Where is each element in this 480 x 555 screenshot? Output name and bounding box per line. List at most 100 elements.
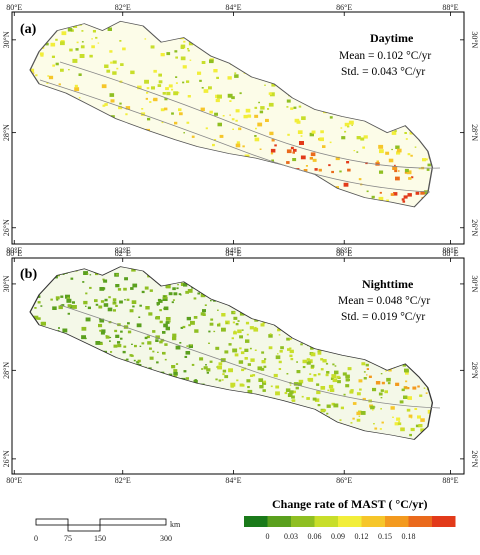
raster-cell (209, 110, 213, 114)
tick-label-left: 26°N (2, 219, 11, 236)
raster-cell (293, 106, 297, 109)
raster-cell (308, 377, 314, 382)
raster-cell (144, 38, 147, 40)
raster-cell (395, 382, 400, 386)
raster-cell (317, 350, 321, 353)
raster-cell (306, 361, 311, 365)
raster-cell (334, 370, 339, 375)
raster-cell (146, 92, 149, 94)
raster-cell (351, 124, 353, 126)
raster-cell (69, 305, 74, 309)
raster-cell (265, 118, 269, 122)
raster-cell (420, 191, 425, 195)
raster-cell (292, 158, 297, 162)
raster-cell (126, 298, 130, 301)
raster-cell (268, 102, 274, 107)
raster-cell (216, 76, 219, 79)
raster-cell (300, 135, 303, 137)
raster-cell (52, 306, 57, 310)
raster-cell (329, 116, 333, 119)
raster-cell (326, 404, 331, 408)
raster-cell (188, 41, 194, 46)
raster-cell (287, 133, 290, 136)
raster-cell (280, 346, 284, 350)
raster-cell (270, 148, 276, 153)
raster-cell (259, 110, 264, 114)
raster-cell (352, 402, 357, 405)
raster-cell (404, 132, 407, 134)
raster-cell (289, 347, 292, 350)
raster-cell (269, 131, 274, 136)
raster-cell (105, 335, 108, 337)
raster-cell (98, 305, 103, 309)
raster-cell (356, 151, 359, 153)
raster-cell (190, 344, 193, 347)
raster-cell (312, 397, 317, 401)
raster-cell (186, 121, 190, 124)
raster-cell (180, 282, 185, 286)
raster-cell (120, 330, 123, 333)
raster-cell (229, 100, 232, 102)
scale-bar: 0 75 150 300 km (34, 518, 181, 543)
raster-cell (95, 341, 101, 345)
raster-cell (279, 350, 283, 353)
raster-cell (222, 373, 225, 376)
raster-cell (379, 149, 384, 154)
raster-cell (231, 337, 234, 340)
raster-cell (173, 292, 178, 296)
raster-cell (40, 54, 44, 57)
raster-cell (62, 328, 68, 333)
raster-cell (158, 299, 163, 303)
tick-label-left: 28°N (2, 362, 11, 379)
tick-label-top: 82°E (115, 249, 131, 258)
raster-cell (290, 146, 294, 150)
raster-cell (174, 50, 178, 53)
raster-cell (362, 146, 365, 149)
raster-cell (34, 307, 37, 309)
raster-cell (320, 130, 324, 134)
raster-cell (232, 348, 238, 353)
raster-cell (393, 192, 398, 196)
raster-cell (344, 130, 347, 133)
raster-cell (322, 359, 327, 363)
raster-cell (162, 351, 166, 355)
raster-cell (278, 334, 281, 336)
raster-cell (129, 309, 134, 313)
raster-cell (334, 365, 337, 367)
raster-cell (263, 380, 266, 383)
raster-cell (165, 87, 169, 91)
raster-cell (260, 323, 265, 327)
raster-cell (67, 296, 70, 299)
raster-cell (254, 106, 258, 109)
raster-cell (161, 121, 164, 124)
raster-cell (173, 374, 177, 378)
raster-cell (218, 322, 221, 325)
raster-cell (238, 128, 240, 130)
raster-cell (120, 337, 123, 340)
raster-cell (248, 390, 253, 394)
panel-title: Daytime (370, 31, 414, 45)
raster-cell (245, 321, 250, 325)
raster-cell (366, 190, 369, 193)
raster-cell (330, 377, 335, 380)
raster-cell (410, 427, 415, 432)
raster-cell (310, 152, 316, 157)
raster-cell (172, 333, 177, 337)
raster-cell (384, 390, 388, 394)
raster-cell (81, 326, 87, 331)
raster-cell (201, 87, 204, 89)
raster-cell (314, 398, 320, 402)
raster-cell (171, 365, 176, 369)
raster-cell (292, 151, 295, 154)
raster-cell (397, 422, 402, 426)
raster-cell (232, 128, 234, 130)
raster-cell (155, 316, 160, 320)
raster-cell (289, 349, 294, 354)
raster-cell (165, 317, 171, 321)
raster-cell (368, 375, 372, 378)
raster-cell (151, 86, 155, 90)
raster-cell (394, 130, 397, 132)
raster-cell (194, 329, 199, 333)
raster-cell (160, 338, 164, 342)
raster-cell (311, 130, 316, 134)
